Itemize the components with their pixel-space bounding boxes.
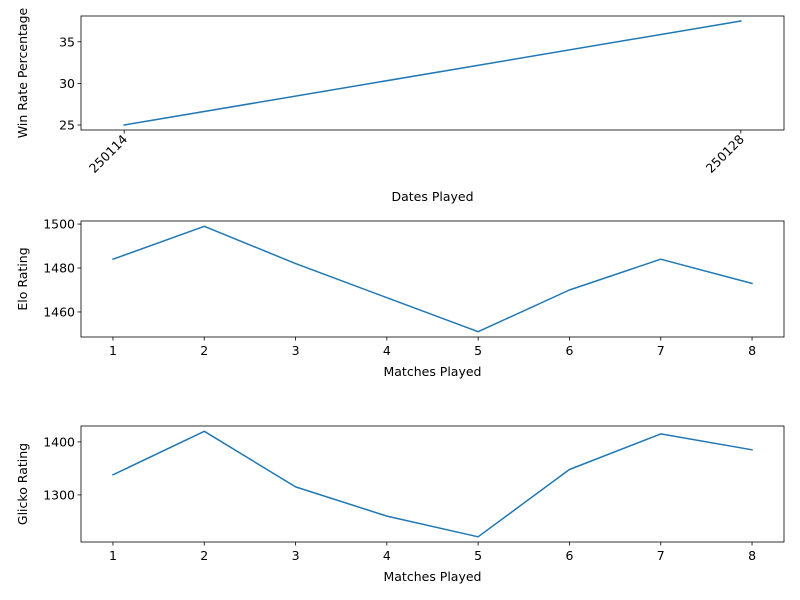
plot-frame [80,15,785,131]
x-tick-label: 6 [565,548,573,563]
series-line [112,430,753,538]
y-tick-label: 1300 [43,487,75,502]
plot-frame [80,220,785,338]
x-tick-label: 3 [292,548,300,563]
y-tick-label: 35 [59,34,75,49]
x-tick-label: 5 [474,343,482,358]
x-tick-label: 4 [383,343,391,358]
x-tick-label: 7 [657,548,665,563]
x-tick-label: 3 [292,343,300,358]
y-tick-label: 1480 [43,261,75,276]
x-tick-label: 4 [383,548,391,563]
x-tick-label: 6 [565,343,573,358]
x-tick-label: 8 [748,343,756,358]
chart-panel-2: 1460 1480 1500 1 2 3 4 5 6 7 8 Matches Played Elo Ra… [15,217,785,379]
x-axis-label: Matches Played [383,364,481,379]
x-tick-label: 2 [200,548,208,563]
plot-frame [80,425,785,543]
x-tick-label: 1 [109,548,117,563]
x-tick-label: 2 [200,343,208,358]
y-axis-label: Elo Rating [15,247,30,310]
series-line [112,225,753,333]
series-line [123,20,742,126]
x-tick-label: 7 [657,343,665,358]
y-axis-label: Win Rate Percentage [15,7,30,138]
y-tick-label: 1400 [43,434,75,449]
y-tick-label: 30 [59,76,75,91]
y-axis-label: Glicko Rating [15,443,30,525]
x-axis-label: Dates Played [391,189,473,204]
x-tick-label: 8 [748,548,756,563]
chart-panel-3: 1300 1400 1 2 3 4 5 6 7 8 Matches Played Glicko Rat… [15,425,785,584]
x-axis-label: Matches Played [383,569,481,584]
y-tick-label: 1500 [43,217,75,232]
x-tick-label: 1 [109,343,117,358]
y-tick-label: 25 [59,118,75,133]
y-tick-label: 1460 [43,304,75,319]
x-tick-label: 5 [474,548,482,563]
